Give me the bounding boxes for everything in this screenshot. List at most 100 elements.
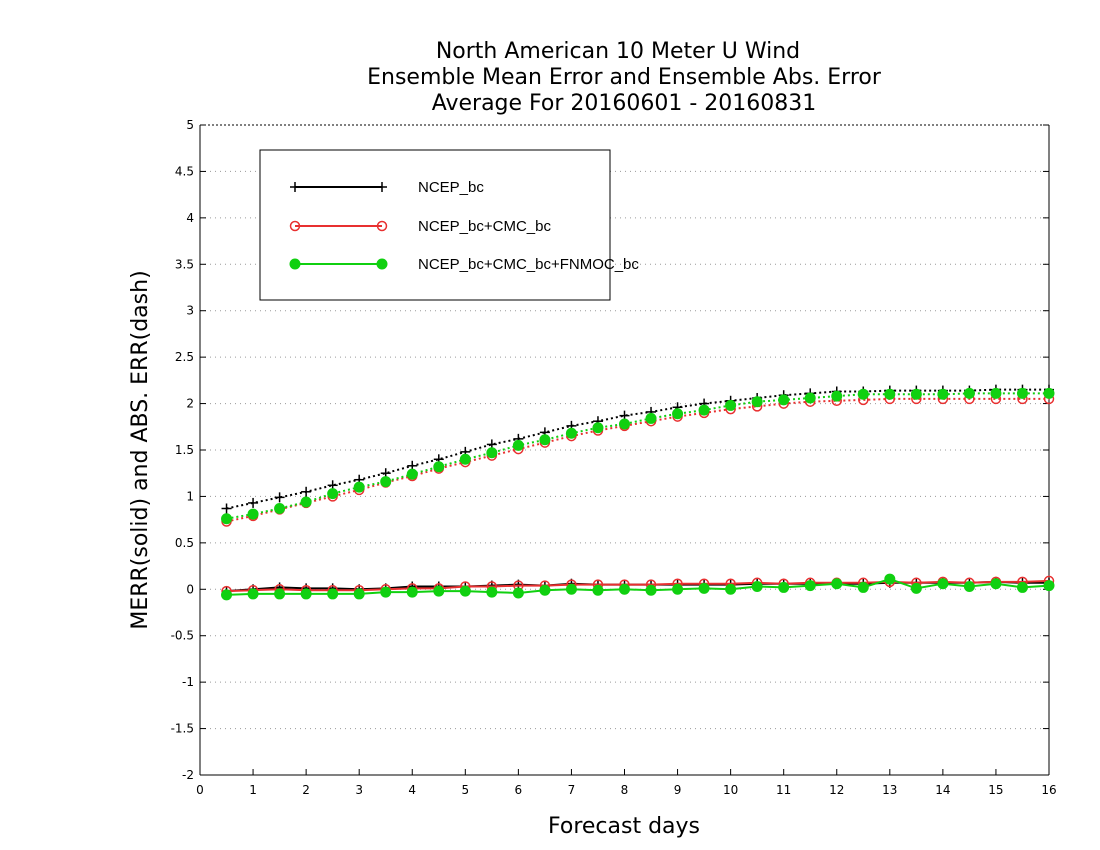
series-2-abs-err-point [247, 508, 259, 520]
series-2-merr-point [698, 582, 710, 594]
series-2-abs-err-point [645, 412, 657, 424]
y-tick-label: -2 [182, 768, 194, 782]
x-tick-label: 15 [988, 783, 1003, 797]
series-2-abs-err-point [380, 476, 392, 488]
x-tick-label: 10 [723, 783, 738, 797]
series-2-abs-err-point [937, 388, 949, 400]
series-2-merr-point [1043, 580, 1055, 592]
x-tick-label: 4 [408, 783, 416, 797]
series-2 [221, 387, 1055, 601]
series-2-merr-point [751, 581, 763, 592]
series-2-merr-point [221, 589, 233, 601]
series-2-merr-point [725, 583, 737, 595]
y-tick-label: 4.5 [175, 164, 194, 178]
series-0-abs-err-line [226, 388, 1049, 510]
x-tick-label: 14 [935, 783, 950, 797]
legend-marker-end [376, 220, 388, 232]
x-tick-label: 0 [196, 783, 204, 797]
y-tick-label: -1.5 [171, 722, 194, 736]
series-0 [221, 384, 1054, 597]
series-2-abs-err-point [221, 513, 233, 525]
series-2-abs-err-point [327, 488, 339, 500]
chart-title: North American 10 Meter U Wind Ensemble … [367, 39, 882, 116]
plot-series [221, 384, 1055, 601]
legend-label: NCEP_bc+CMC_bc+FNMOC_bc [418, 256, 639, 273]
series-2-abs-err-point [831, 390, 843, 402]
series-2-abs-err-point [406, 468, 418, 480]
series-2-merr-point [512, 587, 524, 599]
legend-marker-end [376, 258, 388, 270]
series-0-abs-err-point [274, 492, 285, 503]
x-tick-label: 8 [621, 783, 629, 797]
title-line-2: Ensemble Mean Error and Ensemble Abs. Er… [367, 65, 882, 90]
y-tick-label: 3 [186, 304, 194, 318]
legend: NCEP_bc NCEP_bc+CMC_bc NCEP_bc+CMC_bc+FNMO… [259, 149, 639, 301]
y-tick-label: -0.5 [171, 629, 194, 643]
x-tick-label: 5 [461, 783, 469, 797]
series-2-merr-point [539, 584, 551, 596]
legend-marker-start [290, 182, 300, 192]
series-2-merr-point [327, 588, 339, 600]
series-2-abs-err-point [778, 394, 790, 406]
series-1-abs-err-line [226, 397, 1049, 523]
x-tick-label: 9 [674, 783, 682, 797]
series-2-abs-err-point [725, 399, 737, 411]
series-2-abs-err-point [459, 453, 471, 465]
x-tick-label: 2 [302, 783, 310, 797]
x-tick-label: 7 [568, 783, 576, 797]
x-tick-label: 11 [776, 783, 791, 797]
legend-marker-start [289, 258, 301, 270]
series-2-merr-point [380, 586, 392, 598]
series-0-abs-err-point [248, 497, 259, 508]
series-2-merr-point [247, 588, 259, 600]
series-2-merr-point [778, 581, 790, 593]
y-tick-label: 4 [186, 211, 194, 225]
series-2-merr-point [672, 583, 684, 595]
series-2-merr-point [831, 578, 843, 590]
series-2-abs-err-point [539, 434, 551, 446]
x-tick-label: 6 [515, 783, 523, 797]
y-tick-label: 5 [186, 118, 194, 132]
y-tick-label: 0.5 [175, 536, 194, 550]
title-line-1: North American 10 Meter U Wind [436, 39, 800, 64]
series-2-merr-point [910, 582, 922, 594]
series-2-abs-err-point [1016, 387, 1028, 399]
series-0-abs-err-point [301, 486, 312, 497]
x-tick-label: 3 [355, 783, 363, 797]
y-tick-label: 3.5 [175, 257, 194, 271]
x-tick-label: 12 [829, 783, 844, 797]
series-2-merr-point [990, 578, 1002, 590]
y-tick-label: 2 [186, 397, 194, 411]
series-2-abs-err-point [619, 418, 630, 430]
series-2-merr-point [963, 581, 975, 592]
legend-item-2: NCEP_bc+CMC_bc+FNMOC_bc [289, 256, 639, 273]
y-tick-label: 0 [186, 582, 194, 596]
series-0-abs-err-point [221, 503, 232, 514]
series-2-abs-err-point [274, 503, 286, 514]
series-2-abs-err-point [857, 388, 869, 400]
series-2-abs-err-point [751, 396, 763, 408]
x-axis-label: Forecast days [548, 814, 700, 839]
y-tick-label: 2.5 [175, 350, 194, 364]
series-2-merr-point [565, 583, 577, 595]
series-2-abs-err-point [963, 387, 975, 399]
y-tick-label: -1 [182, 675, 194, 689]
legend-label: NCEP_bc [418, 179, 484, 196]
series-2-merr-point [857, 581, 869, 593]
series-2-merr-point [274, 588, 286, 600]
y-axis-label: MERR(solid) and ABS. ERR(dash) [128, 270, 153, 629]
series-2-abs-err-point [910, 388, 922, 400]
axes: -2-1.5-1-0.500.511.522.533.544.550 1 2 3 4 5 6… [171, 118, 1057, 797]
series-2-abs-err-point [433, 461, 445, 473]
legend-marker-start [289, 220, 301, 232]
series-2-abs-err-point [353, 481, 365, 493]
title-line-3: Average For 20160601 - 20160831 [432, 91, 817, 116]
series-2-merr-point [459, 585, 471, 597]
series-2-abs-err-point [1043, 387, 1055, 399]
series-2-merr-point [884, 573, 896, 585]
series-2-abs-err-point [486, 447, 498, 459]
series-2-abs-err-point [512, 439, 524, 451]
series-2-merr-point [406, 586, 418, 598]
legend-item-1: NCEP_bc+CMC_bc [289, 218, 551, 235]
